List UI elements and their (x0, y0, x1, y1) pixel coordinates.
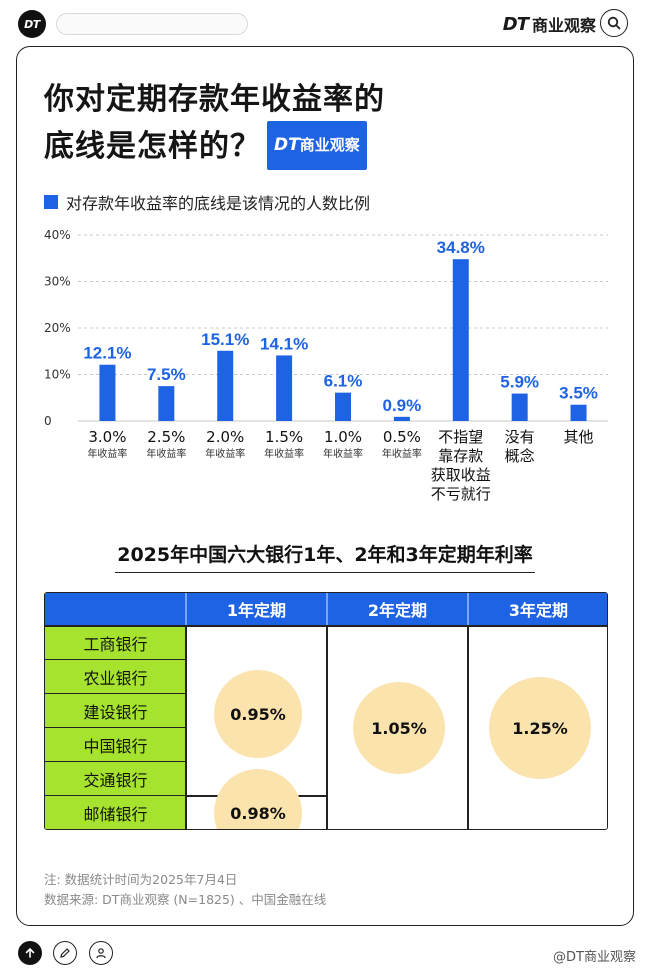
bar (276, 355, 293, 421)
rate-3y: 1.25% (489, 677, 591, 779)
y-tick-label: 10% (44, 368, 71, 382)
bar (335, 392, 351, 421)
table-title-text: 2025年中国六大银行1年、2年和3年定期年利率 (115, 544, 535, 573)
x-category-label: 其他 (564, 428, 594, 446)
x-category-sublabel: 年收益率 (323, 447, 363, 460)
bar (158, 386, 175, 421)
title-line-1: 你对定期存款年收益率的 (44, 82, 385, 117)
brand-dt: DT (502, 13, 529, 35)
bank-ccb: 建设银行 (45, 693, 186, 727)
search-icon (607, 16, 621, 30)
x-category-sublabel: 年收益率 (205, 447, 245, 460)
bank-psbc: 邮储银行 (45, 795, 186, 829)
logo[interactable]: DT (18, 10, 46, 38)
rate-1y-main: 0.95% (214, 670, 302, 758)
scroll-top-button[interactable] (18, 941, 42, 965)
bank-boc: 中国银行 (45, 727, 186, 761)
x-category-sublabel: 年收益率 (87, 447, 127, 460)
y-tick-label: 20% (44, 321, 71, 335)
edit-button[interactable] (53, 941, 77, 965)
legend-swatch (44, 195, 58, 209)
x-category-label: 靠存款 (438, 447, 483, 465)
bank-abc: 农业银行 (45, 659, 186, 693)
x-category-label: 没有 (505, 428, 535, 446)
footnote: 注: 数据统计时间为2025年7月4日 (44, 872, 238, 887)
header-divider (467, 593, 469, 625)
x-category-label: 2.5% (147, 428, 185, 446)
chart-legend: 对存款年收益率的底线是该情况的人数比例 (44, 190, 370, 214)
pencil-icon (60, 948, 70, 958)
bar (452, 259, 469, 421)
top-bar: DT DT 商业观察 (0, 0, 650, 44)
column-divider (326, 625, 328, 829)
column-divider (185, 625, 187, 829)
bar-value-label: 5.9% (500, 373, 539, 392)
title-line-2: 底线是怎样的？ DT商业观察 (44, 121, 385, 170)
x-category-label: 1.5% (265, 428, 303, 446)
search-input[interactable] (56, 13, 248, 35)
bar (393, 416, 410, 421)
search-button[interactable] (600, 9, 628, 37)
bar (217, 350, 234, 421)
badge-name: 商业观察 (299, 136, 360, 154)
bar-value-label: 34.8% (437, 238, 485, 257)
watermark-brand: @DT商业观察 (553, 950, 636, 965)
header-2y: 2年定期 (327, 593, 468, 625)
header-divider (326, 593, 328, 625)
y-tick-label: 40% (44, 228, 71, 242)
rate-1y-postal: 0.98% (214, 769, 302, 829)
x-category-sublabel: 年收益率 (146, 447, 186, 460)
bar (570, 404, 587, 421)
x-category-label: 概念 (505, 447, 535, 465)
x-category-label: 0.5% (383, 428, 421, 446)
header-3y: 3年定期 (468, 593, 607, 625)
y-tick-label: 0 (44, 414, 52, 428)
bar-value-label: 14.1% (260, 334, 308, 353)
bar (99, 364, 116, 421)
x-category-label: 不亏就行 (431, 485, 491, 503)
page-title: 你对定期存款年收益率的 底线是怎样的？ DT商业观察 (44, 78, 385, 170)
data-source: 数据来源: DT商业观察 (N=1825) 、中国金融在线 (44, 892, 327, 907)
bar-value-label: 12.1% (83, 344, 131, 363)
bank-bocom: 交通银行 (45, 761, 186, 795)
y-tick-label: 30% (44, 275, 71, 289)
x-category-sublabel: 年收益率 (264, 447, 304, 460)
x-category-label: 3.0% (88, 428, 126, 446)
header-divider (185, 593, 187, 625)
x-category-label: 不指望 (438, 428, 483, 446)
title-line-2-text: 底线是怎样的？ (44, 129, 261, 164)
column-divider (467, 625, 469, 829)
brand-title: DT 商业观察 (503, 12, 596, 36)
brand-name: 商业观察 (531, 16, 596, 35)
x-category-sublabel: 年收益率 (382, 447, 422, 460)
bar (511, 393, 528, 421)
bar-value-label: 3.5% (559, 384, 598, 403)
x-category-label: 获取收益 (431, 466, 491, 484)
bar-value-label: 7.5% (147, 365, 186, 384)
legend-label: 对存款年收益率的底线是该情况的人数比例 (66, 194, 371, 213)
bar-value-label: 6.1% (324, 372, 363, 391)
header-1y: 1年定期 (186, 593, 327, 625)
header-blank (45, 593, 186, 625)
user-icon (96, 948, 106, 959)
bar-chart: 010%20%30%40%12.1%3.0%年收益率7.5%2.5%年收益率15… (44, 228, 608, 503)
bar-value-label: 15.1% (201, 330, 249, 349)
arrow-up-icon (25, 947, 35, 958)
x-category-label: 2.0% (206, 428, 244, 446)
badge-dt: DT (274, 135, 300, 155)
bank-icbc: 工商银行 (45, 625, 186, 659)
rate-table: 1年定期 2年定期 3年定期 工商银行 农业银行 建设银行 中国银行 交通银行 … (44, 592, 608, 830)
profile-button[interactable] (89, 941, 113, 965)
title-brand-badge: DT商业观察 (267, 121, 367, 170)
header-border (45, 625, 607, 627)
table-title: 2025年中国六大银行1年、2年和3年定期年利率 (0, 540, 650, 573)
x-category-label: 1.0% (324, 428, 362, 446)
rate-2y: 1.05% (353, 682, 445, 774)
bar-value-label: 0.9% (383, 396, 422, 415)
